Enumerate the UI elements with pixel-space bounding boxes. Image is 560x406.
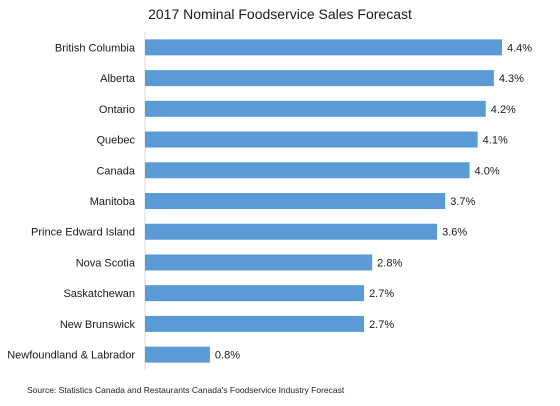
category-label-alberta: Alberta <box>100 73 136 85</box>
bar-ontario <box>145 100 486 117</box>
value-label-ontario: 4.2% <box>491 104 516 116</box>
value-label-newfoundland-labrador: 0.8% <box>215 350 240 362</box>
bar-new-brunswick <box>145 315 365 332</box>
value-label-saskatchewan: 2.7% <box>369 288 394 300</box>
value-label-british-columbia: 4.4% <box>507 42 532 54</box>
bars <box>145 39 502 363</box>
bar-newfoundland-labrador <box>145 346 210 363</box>
category-label-ontario: Ontario <box>99 104 135 116</box>
bar-prince-edward-island <box>145 223 438 240</box>
category-label-newfoundland-labrador: Newfoundland & Labrador <box>7 350 135 362</box>
category-labels: British Columbia Alberta Ontario Quebec Cana… <box>7 42 136 361</box>
value-label-manitoba: 3.7% <box>450 196 475 208</box>
value-label-alberta: 4.3% <box>499 73 524 85</box>
value-labels: 4.4% 4.3% 4.2% 4.1% 4.0% 3.7% 3.6% 2.8% 2.7% 2.7%… <box>215 42 532 361</box>
value-label-quebec: 4.1% <box>483 135 508 147</box>
category-label-prince-edward-island: Prince Edward Island <box>31 227 135 239</box>
source-note: Source: Statistics Canada and Restaurant… <box>27 385 345 395</box>
category-label-saskatchewan: Saskatchewan <box>63 288 135 300</box>
bar-saskatchewan <box>145 285 365 302</box>
category-label-nova-scotia: Nova Scotia <box>76 257 136 269</box>
category-label-quebec: Quebec <box>96 135 135 147</box>
category-label-new-brunswick: New Brunswick <box>60 319 136 331</box>
bar-canada <box>145 162 470 179</box>
category-label-manitoba: Manitoba <box>90 196 136 208</box>
bar-quebec <box>145 131 478 148</box>
value-label-new-brunswick: 2.7% <box>369 319 394 331</box>
bar-alberta <box>145 70 494 87</box>
bar-manitoba <box>145 193 446 209</box>
bar-nova-scotia <box>145 254 373 271</box>
value-label-prince-edward-island: 3.6% <box>442 227 467 239</box>
category-label-british-columbia: British Columbia <box>55 42 136 54</box>
chart-title: 2017 Nominal Foodservice Sales Forecast <box>148 6 412 22</box>
bar-british-columbia <box>145 39 502 56</box>
category-label-canada: Canada <box>96 165 135 177</box>
value-label-canada: 4.0% <box>475 165 500 177</box>
value-label-nova-scotia: 2.8% <box>377 257 402 269</box>
